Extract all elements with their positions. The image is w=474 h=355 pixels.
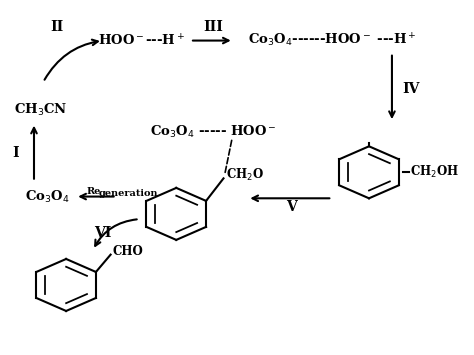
Text: V: V	[286, 200, 296, 214]
Text: II: II	[50, 20, 64, 34]
Text: HOO$^-$---H$^+$: HOO$^-$---H$^+$	[98, 33, 185, 48]
Text: VI: VI	[94, 226, 111, 240]
Text: CHO: CHO	[112, 245, 143, 258]
Text: CH$_2$OH: CH$_2$OH	[410, 164, 459, 180]
Text: generation: generation	[98, 189, 158, 198]
Text: CH$_3$CN: CH$_3$CN	[14, 102, 68, 118]
Text: Co$_3$O$_4$------HOO$^-$ ---H$^+$: Co$_3$O$_4$------HOO$^-$ ---H$^+$	[248, 32, 417, 49]
Text: Co$_3$O$_4$ ----- HOO$^-$: Co$_3$O$_4$ ----- HOO$^-$	[150, 124, 276, 141]
Text: IV: IV	[402, 82, 420, 96]
Text: CH$_2$O: CH$_2$O	[226, 167, 264, 183]
Text: Co$_3$O$_4$: Co$_3$O$_4$	[26, 189, 70, 204]
Text: I: I	[12, 146, 19, 160]
Text: III: III	[203, 20, 223, 34]
Text: Re: Re	[87, 187, 101, 196]
